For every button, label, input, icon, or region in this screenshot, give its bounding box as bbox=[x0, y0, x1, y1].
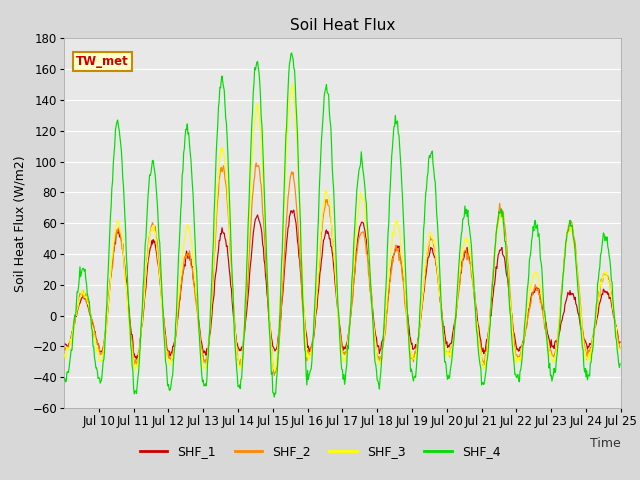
Y-axis label: Soil Heat Flux (W/m2): Soil Heat Flux (W/m2) bbox=[13, 155, 27, 291]
Text: TW_met: TW_met bbox=[76, 55, 129, 68]
Text: Time: Time bbox=[590, 437, 621, 450]
Title: Soil Heat Flux: Soil Heat Flux bbox=[290, 18, 395, 33]
Legend: SHF_1, SHF_2, SHF_3, SHF_4: SHF_1, SHF_2, SHF_3, SHF_4 bbox=[134, 441, 506, 463]
